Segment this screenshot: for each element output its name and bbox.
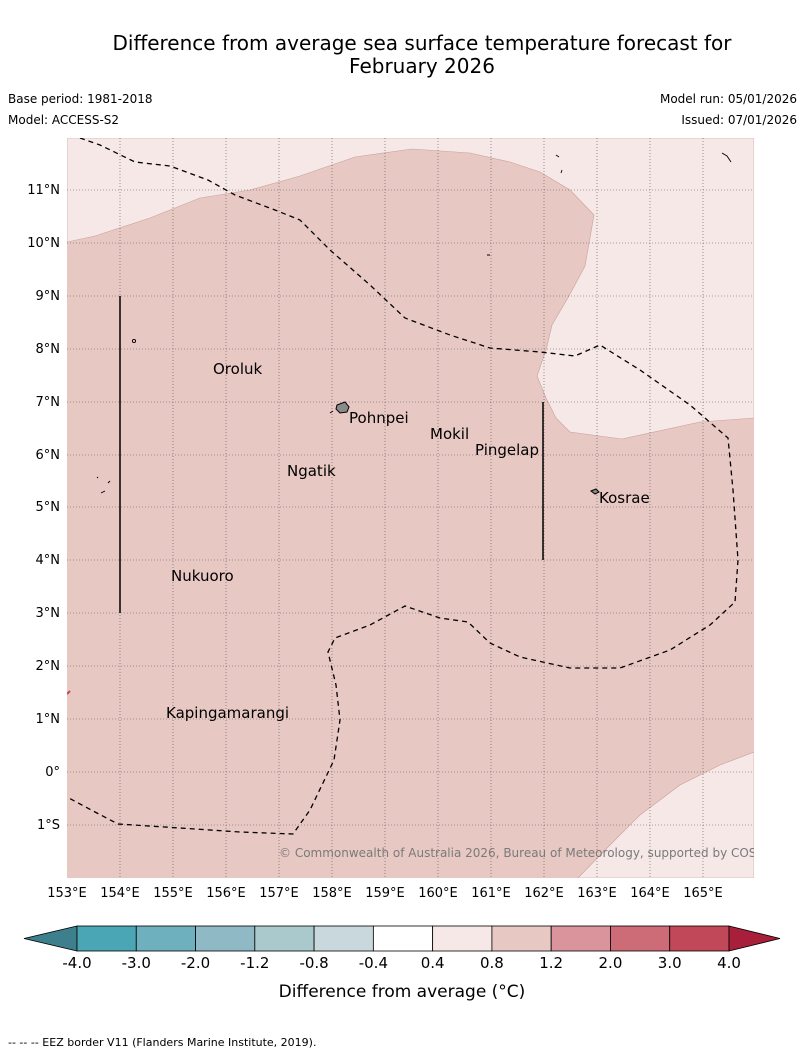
colorbar-tick-label: -1.2 bbox=[240, 954, 269, 972]
anomaly-band-0-4-to-0-8-southeast bbox=[577, 751, 754, 878]
colorbar-tick-label: 4.0 bbox=[717, 954, 741, 972]
page-title: Difference from average sea surface temp… bbox=[60, 32, 784, 78]
colorbar-ticks: -4.0 -3.0 -2.0 -1.2 -0.8 -0.4 0.4 0.8 1.2 2.0 3.0 4… bbox=[62, 954, 741, 972]
colorbar-segment bbox=[372, 925, 434, 952]
lat-tick: 1°S bbox=[37, 818, 60, 833]
colorbar-extend-low bbox=[23, 925, 78, 952]
lon-tick: 165°E bbox=[683, 886, 723, 901]
island-northern-reefs bbox=[555, 152, 732, 174]
base-period: Base period: 1981-2018 bbox=[8, 92, 153, 106]
lat-tick: 10°N bbox=[27, 236, 60, 251]
lon-tick: 159°E bbox=[365, 886, 405, 901]
graticule bbox=[67, 138, 754, 878]
place-ngatik: Ngatik bbox=[287, 462, 336, 480]
place-pohnpei: Pohnpei bbox=[349, 409, 409, 427]
colorbar-extend-high bbox=[728, 925, 781, 952]
islands bbox=[67, 152, 732, 695]
lat-tick: 5°N bbox=[36, 500, 61, 515]
lon-tick: 163°E bbox=[577, 886, 617, 901]
lat-tick: 7°N bbox=[36, 395, 61, 410]
island-pohnpei bbox=[335, 401, 350, 414]
colorbar-tick-label: 3.0 bbox=[658, 954, 682, 972]
colorbar-segment bbox=[76, 925, 137, 952]
colorbar-tick-label: -3.0 bbox=[122, 954, 151, 972]
eez-note: -- -- -- EEZ border V11 (Flanders Marine… bbox=[8, 1036, 317, 1049]
colorbar-segment bbox=[491, 925, 552, 952]
eez-border bbox=[67, 138, 739, 835]
colorbar-segment bbox=[610, 925, 671, 952]
colorbar-segment bbox=[669, 925, 730, 952]
place-nukuoro: Nukuoro bbox=[171, 567, 234, 585]
colorbar-label: Difference from average (°C) bbox=[279, 982, 526, 1002]
lon-tick: 154°E bbox=[100, 886, 140, 901]
place-oroluk: Oroluk bbox=[213, 360, 262, 378]
lat-tick: 2°N bbox=[36, 659, 61, 674]
colorbar-tick-label: -4.0 bbox=[62, 954, 91, 972]
island-kosrae bbox=[589, 488, 600, 495]
lon-tick: 156°E bbox=[206, 886, 246, 901]
colorbar-tick-label: -0.4 bbox=[359, 954, 388, 972]
lat-tick: 1°N bbox=[36, 712, 61, 727]
anomaly-spot-2-0 bbox=[67, 690, 71, 695]
place-pingelap: Pingelap bbox=[475, 441, 539, 459]
place-kapingamarangi: Kapingamarangi bbox=[166, 704, 289, 722]
title-line-2: February 2026 bbox=[349, 54, 495, 78]
colorbar-segment bbox=[254, 925, 315, 952]
colorbar-tick-label: 2.0 bbox=[599, 954, 623, 972]
colorbar-segment bbox=[313, 925, 374, 952]
lat-tick: 9°N bbox=[36, 289, 61, 304]
map-plot-area: Oroluk Pohnpei Mokil Pingelap Ngatik Kos… bbox=[67, 138, 784, 878]
lon-tick: 164°E bbox=[630, 886, 670, 901]
lon-tick: 162°E bbox=[524, 886, 564, 901]
colorbar-tick-label: 1.2 bbox=[539, 954, 563, 972]
colorbar-tick-label: 0.8 bbox=[480, 954, 504, 972]
colorbar-segment bbox=[550, 925, 611, 952]
sst-anomaly-map: Oroluk Pohnpei Mokil Pingelap Ngatik Kos… bbox=[23, 138, 784, 1002]
lat-tick: 0° bbox=[45, 765, 60, 780]
island-sapwuahfik bbox=[96, 476, 111, 494]
lon-tick: 155°E bbox=[153, 886, 193, 901]
colorbar-tick-label: -2.0 bbox=[181, 954, 210, 972]
lat-tick: 8°N bbox=[36, 342, 61, 357]
colorbar-segment bbox=[135, 925, 196, 952]
lon-tick: 160°E bbox=[418, 886, 458, 901]
copyright-note: © Commonwealth of Australia 2026, Bureau… bbox=[279, 846, 784, 860]
model-name: Model: ACCESS-S2 bbox=[8, 113, 120, 127]
lon-tick: 157°E bbox=[259, 886, 299, 901]
place-mokil: Mokil bbox=[430, 425, 469, 443]
colorbar-tick-label: -0.8 bbox=[299, 954, 328, 972]
lat-tick: 3°N bbox=[36, 606, 61, 621]
issued-date: Issued: 07/01/2026 bbox=[681, 113, 797, 127]
lon-tick: 161°E bbox=[471, 886, 511, 901]
lat-tick: 6°N bbox=[36, 448, 61, 463]
model-run: Model run: 05/01/2026 bbox=[659, 92, 797, 106]
lat-tick: 11°N bbox=[27, 183, 60, 198]
lon-tick: 158°E bbox=[312, 886, 352, 901]
colorbar-segment bbox=[432, 925, 493, 952]
title-line-1: Difference from average sea surface temp… bbox=[112, 31, 732, 55]
island-ant-atoll bbox=[329, 410, 334, 414]
island-west bbox=[131, 338, 137, 344]
place-kosrae: Kosrae bbox=[599, 489, 650, 507]
lat-tick: 4°N bbox=[36, 553, 61, 568]
colorbar bbox=[23, 925, 781, 952]
lon-tick: 153°E bbox=[47, 886, 87, 901]
colorbar-tick-label: 0.4 bbox=[421, 954, 445, 972]
colorbar-segment bbox=[195, 925, 256, 952]
anomaly-band-0-4-to-0-8-north bbox=[67, 138, 754, 440]
